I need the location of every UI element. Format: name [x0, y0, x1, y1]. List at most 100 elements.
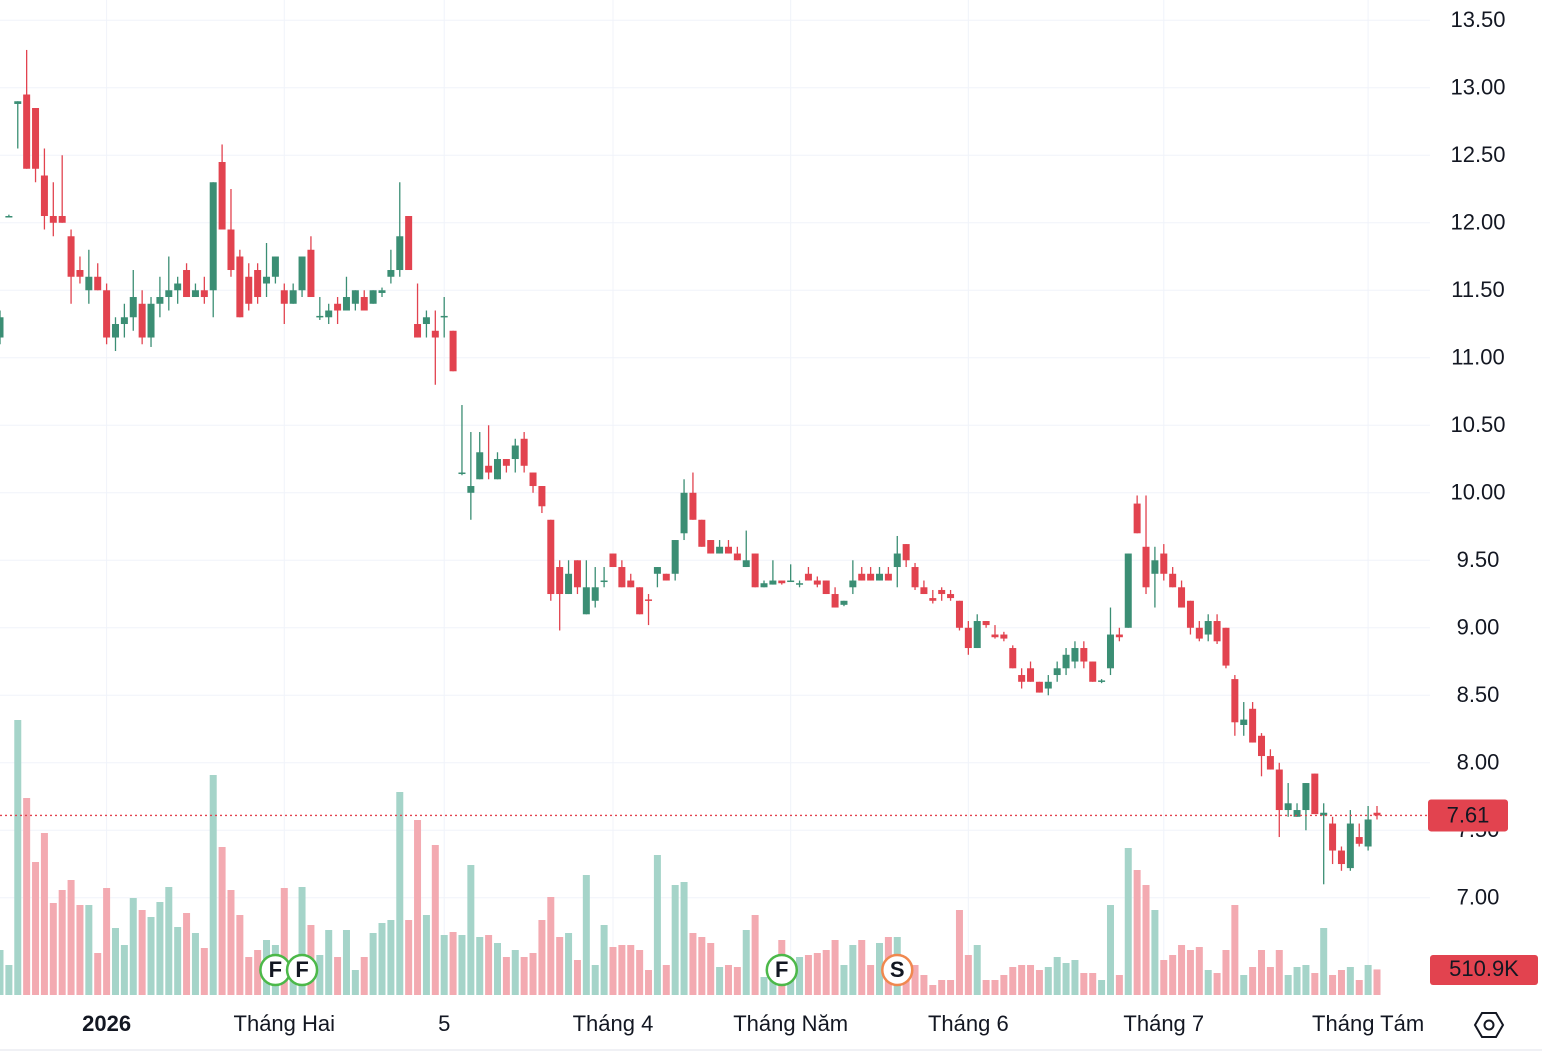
volume-bar [334, 957, 342, 995]
candle-body [1364, 819, 1372, 847]
volume-bar [538, 920, 546, 995]
candle-body [502, 459, 510, 466]
volume-bar [1346, 967, 1354, 995]
candle-body [263, 276, 271, 284]
volume-bar [1311, 973, 1319, 995]
candle-body [129, 297, 137, 318]
candle-body [378, 290, 386, 293]
settings-icon[interactable] [1473, 1012, 1505, 1038]
candle-body [245, 276, 253, 304]
volume-bar [938, 980, 946, 995]
candle-body [14, 101, 22, 104]
y-tick-label: 7.00 [1457, 885, 1500, 910]
candle-body [342, 297, 350, 311]
candle-body [236, 256, 244, 318]
candle-body [85, 276, 93, 291]
volume-bar [1106, 905, 1114, 995]
price-pane [0, 49, 1381, 885]
candle-body [191, 290, 199, 298]
volume-bar [1178, 945, 1186, 995]
candle-body [600, 580, 608, 583]
candle-body [920, 587, 928, 595]
candle-body [787, 580, 795, 583]
volume-bar [1337, 970, 1345, 995]
candle-body [218, 162, 226, 230]
candle-body [422, 317, 430, 325]
volume-bar [849, 945, 857, 995]
candle-body [591, 587, 599, 601]
candle-body [733, 553, 741, 561]
volume-bar [23, 798, 31, 995]
y-tick-label: 13.50 [1450, 7, 1505, 32]
volume-bar [49, 903, 57, 995]
volume-bar [440, 935, 448, 995]
candle-body [822, 580, 830, 595]
volume-bar [653, 855, 661, 995]
candle-body [1373, 812, 1381, 816]
candle-body [1160, 553, 1168, 574]
volume-bar [955, 910, 963, 995]
candle-body [689, 492, 697, 520]
volume-bar [1284, 975, 1292, 995]
candle-body [1169, 573, 1177, 588]
volume-bar [5, 965, 13, 995]
candle-body [165, 290, 173, 298]
volume-bar [742, 930, 750, 995]
candle-body [1178, 587, 1186, 608]
candle-body [840, 600, 848, 605]
volume-bar [111, 928, 119, 995]
volume-bar [1115, 975, 1123, 995]
volume-bar [947, 980, 955, 995]
volume-bar [1062, 963, 1070, 995]
candle-body [1311, 773, 1319, 815]
last-volume-label: 510.9K [1449, 956, 1519, 981]
candle-body [369, 290, 377, 304]
candle-body [911, 567, 919, 588]
volume-bar [14, 720, 22, 995]
candle-body [1151, 560, 1159, 574]
candle-body [476, 452, 484, 480]
volume-bar [1142, 885, 1150, 995]
candle-body [849, 580, 857, 588]
volume-bar [1258, 950, 1266, 995]
candle-body [742, 560, 750, 568]
candle-body [876, 573, 884, 581]
volume-bar [876, 943, 884, 995]
candle-body [360, 297, 368, 311]
candle-body [1284, 803, 1292, 811]
candle-body [1337, 850, 1345, 865]
candle-body [387, 270, 395, 277]
volume-bar [822, 950, 830, 995]
volume-bar [698, 937, 706, 995]
volume-bar [582, 875, 590, 995]
volume-bar [245, 957, 253, 995]
candle-body [1089, 661, 1097, 682]
volume-bar [1133, 870, 1141, 995]
volume-bar [85, 905, 93, 995]
volume-bar [342, 930, 350, 995]
candle-body [174, 283, 182, 291]
candle-body [1204, 621, 1212, 635]
volume-bar [831, 940, 839, 995]
candle-body [707, 540, 715, 554]
y-tick-label: 10.50 [1450, 412, 1505, 437]
volume-bar [689, 933, 697, 995]
volume-bar [422, 915, 430, 995]
candle-body [1320, 812, 1328, 816]
volume-bar [58, 890, 66, 995]
volume-bar [485, 935, 493, 995]
volume-bar [556, 937, 564, 995]
volume-bar [431, 845, 439, 995]
candle-body [1053, 668, 1061, 676]
candle-body [183, 270, 191, 298]
candle-body [1329, 823, 1337, 851]
volume-bar [733, 967, 741, 995]
volume-bar [378, 923, 386, 995]
volume-bar [520, 957, 528, 995]
candle-body [1355, 837, 1363, 844]
candle-body [636, 587, 644, 615]
settings-dot [1483, 1019, 1495, 1031]
candle-body [1080, 648, 1088, 662]
candle-body [529, 472, 537, 487]
volume-bar [387, 920, 395, 995]
